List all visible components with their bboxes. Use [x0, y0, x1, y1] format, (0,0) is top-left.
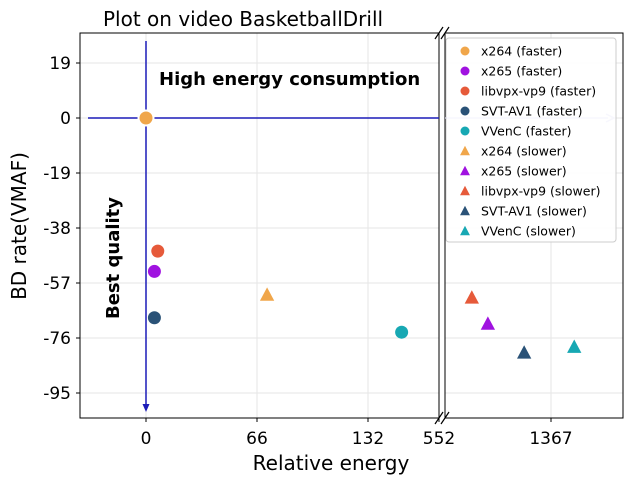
legend-marker [460, 225, 470, 236]
legend-marker [460, 86, 470, 96]
legend-marker [460, 46, 470, 56]
annotation-best-quality: Best quality [103, 197, 124, 319]
y-tick-label: -57 [43, 274, 71, 294]
x264-slower-point [259, 287, 275, 301]
legend-label: x265 (faster) [481, 64, 562, 79]
svt-av1-slower-point [517, 345, 532, 359]
left-panel-frame [79, 32, 440, 419]
legend-label: SVT-AV1 (faster) [481, 104, 583, 119]
legend-marker [460, 126, 470, 136]
y-tick-label: 0 [60, 109, 71, 129]
y-tick-label: -95 [43, 384, 71, 404]
chart-title: Plot on video BasketballDrill [103, 7, 383, 31]
legend-label: libvpx-vp9 (slower) [481, 184, 600, 199]
vvenc-faster-point [395, 325, 409, 339]
x-axis-title: Relative energy [253, 451, 410, 475]
libvpx-vp9-slower-point [464, 290, 479, 304]
x-tick-label: 132 [352, 429, 384, 449]
x265-faster-point [147, 264, 161, 278]
axis-ticks: 19 0 -19 -38 -57 -76 -95 0 66 132 552 1367 [43, 54, 572, 449]
x-tick-label: 66 [246, 429, 268, 449]
x-tick-label: 0 [141, 429, 152, 449]
legend-label: libvpx-vp9 (faster) [481, 84, 596, 99]
x264-faster-point [137, 109, 155, 127]
legend-label: x265 (slower) [481, 164, 567, 179]
legend-label: SVT-AV1 (slower) [481, 204, 587, 219]
legend-marker [460, 106, 470, 116]
legend: x264 (faster) x265 (faster) libvpx-vp9 (fa… [445, 37, 617, 243]
vvenc-slower-point [567, 339, 582, 353]
data-points [137, 109, 582, 359]
legend-box [445, 37, 617, 243]
legend-label: VVenC (slower) [481, 224, 576, 239]
legend-marker [460, 145, 470, 156]
y-tick-label: -38 [43, 219, 71, 239]
x-tick-label: 1367 [529, 429, 572, 449]
legend-marker [460, 165, 470, 176]
legend-label: x264 (faster) [481, 44, 562, 59]
annotation-high-energy: High energy consumption [159, 69, 420, 90]
axis-break-gap [440, 28, 445, 423]
legend-marker [460, 185, 470, 196]
libvpx-vp9-faster-point [151, 244, 165, 258]
y-tick-label: -76 [43, 329, 71, 349]
y-axis-title: BD rate(VMAF) [7, 152, 31, 300]
legend-label: x264 (slower) [481, 144, 567, 159]
legend-marker [460, 66, 470, 76]
legend-label: VVenC (faster) [481, 124, 572, 139]
y-tick-label: -19 [43, 164, 71, 184]
down-arrowhead [142, 404, 150, 412]
x265-slower-point [480, 316, 496, 330]
legend-marker [460, 205, 470, 216]
x-tick-label: 552 [423, 429, 455, 449]
y-tick-label: 19 [49, 54, 71, 74]
right-panel-frame [444, 32, 624, 419]
svt-av1-faster-point [147, 311, 161, 325]
